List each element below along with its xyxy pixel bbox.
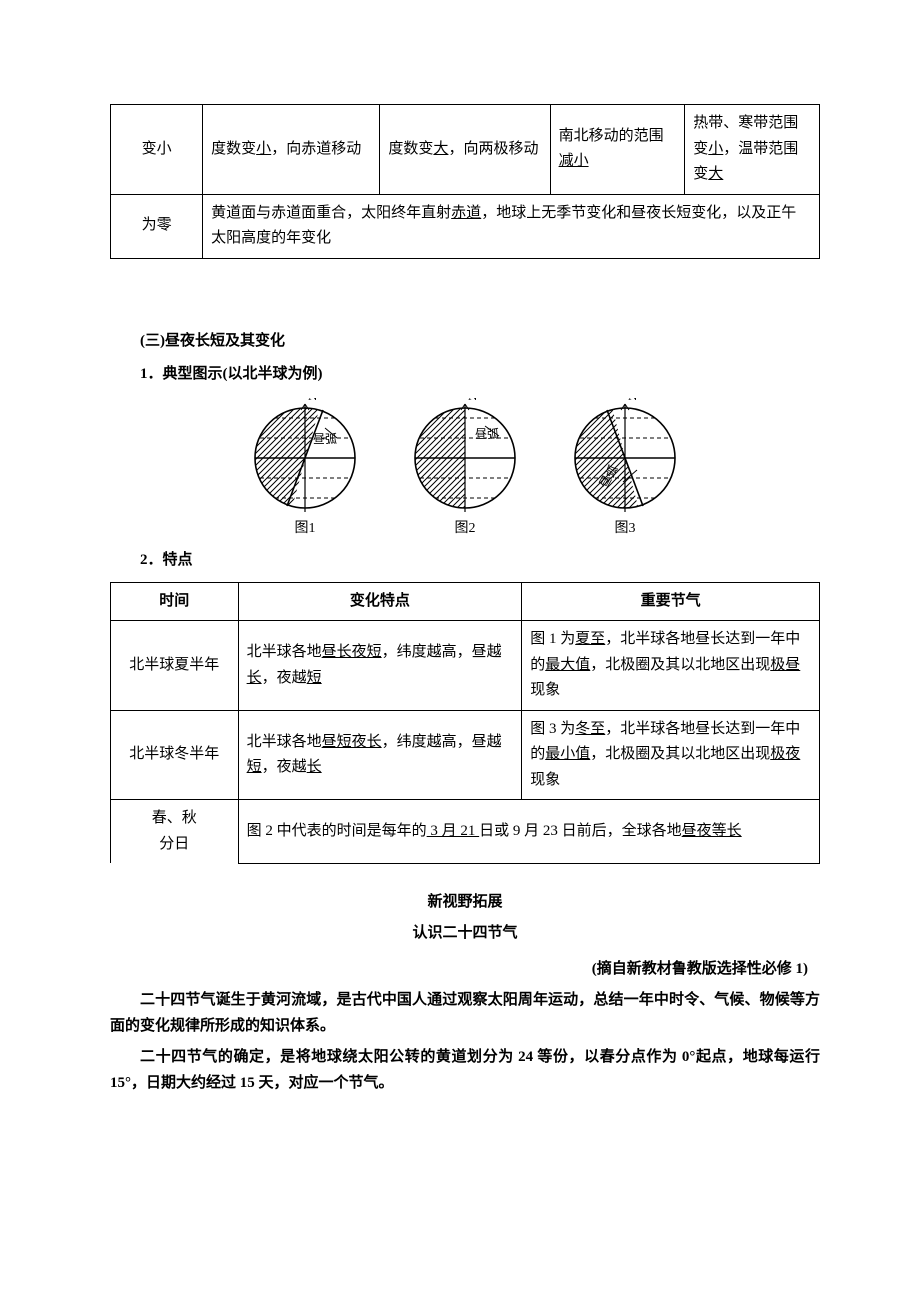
heading-sub-1: 1．典型图示(以北半球为例) — [110, 362, 820, 388]
globe-icon: N 昼弧 — [245, 398, 365, 513]
diagram-row: N 昼弧 图1 — [110, 398, 820, 541]
cell-label: 为零 — [111, 194, 203, 258]
col-header: 重要节气 — [522, 582, 820, 621]
extension-title: 新视野拓展 — [110, 890, 820, 916]
cell: 北半球各地昼短夜长，纬度越高，昼越短，夜越长 — [238, 710, 522, 800]
cell: 北半球夏半年 — [111, 621, 239, 711]
table-daylength: 时间 变化特点 重要节气 北半球夏半年 北半球各地昼长夜短，纬度越高，昼越长，夜… — [110, 582, 820, 864]
table-row: 北半球夏半年 北半球各地昼长夜短，纬度越高，昼越长，夜越短 图 1 为夏至，北半… — [111, 621, 820, 711]
col-header: 变化特点 — [238, 582, 522, 621]
label-n: N — [468, 398, 478, 403]
cell: 春、秋分日 — [111, 800, 239, 864]
cell: 度数变小，向赤道移动 — [203, 105, 380, 195]
globe-icon: N 昼弧 — [565, 398, 685, 513]
cell: 热带、寒带范围变小，温带范围变大 — [685, 105, 820, 195]
page: 变小 度数变小，向赤道移动 度数变大，向两极移动 南北移动的范围减小 热带、寒带… — [0, 0, 920, 1302]
table-row: 北半球冬半年 北半球各地昼短夜长，纬度越高，昼越短，夜越长 图 3 为冬至，北半… — [111, 710, 820, 800]
label-dayarc: 昼弧 — [475, 427, 499, 441]
heading-section-3: (三)昼夜长短及其变化 — [110, 329, 820, 355]
diagram-3: N 昼弧 图3 — [565, 398, 685, 541]
table-header-row: 时间 变化特点 重要节气 — [111, 582, 820, 621]
cell: 北半球各地昼长夜短，纬度越高，昼越长，夜越短 — [238, 621, 522, 711]
diagram-1: N 昼弧 图1 — [245, 398, 365, 541]
table-row: 为零 黄道面与赤道面重合，太阳终年直射赤道，地球上无季节变化和昼夜长短变化，以及… — [111, 194, 820, 258]
table-row: 变小 度数变小，向赤道移动 度数变大，向两极移动 南北移动的范围减小 热带、寒带… — [111, 105, 820, 195]
diagram-caption: 图3 — [615, 517, 636, 541]
cell-merged: 图 2 中代表的时间是每年的 3 月 21 日或 9 月 23 日前后，全球各地… — [238, 800, 819, 864]
extension-subtitle: 认识二十四节气 — [110, 921, 820, 947]
cell: 度数变大，向两极移动 — [380, 105, 550, 195]
globe-icon: N 昼弧 — [405, 398, 525, 513]
extension-note: (摘自新教材鲁教版选择性必修 1) — [110, 957, 808, 983]
diagram-caption: 图1 — [295, 517, 316, 541]
diagram-2: N 昼弧 图2 — [405, 398, 525, 541]
diagram-caption: 图2 — [455, 517, 476, 541]
cell: 北半球冬半年 — [111, 710, 239, 800]
cell: 图 1 为夏至，北半球各地昼长达到一年中的最大值，北极圈及其以北地区出现极昼现象 — [522, 621, 820, 711]
paragraph: 二十四节气诞生于黄河流域，是古代中国人通过观察太阳周年运动，总结一年中时令、气候… — [110, 988, 820, 1039]
cell: 南北移动的范围减小 — [550, 105, 685, 195]
heading-sub-2: 2．特点 — [110, 548, 820, 574]
label-dayarc: 昼弧 — [313, 432, 337, 446]
table-row: 春、秋分日 图 2 中代表的时间是每年的 3 月 21 日或 9 月 23 日前… — [111, 800, 820, 864]
col-header: 时间 — [111, 582, 239, 621]
label-n: N — [628, 398, 638, 403]
cell-label: 变小 — [111, 105, 203, 195]
paragraph: 二十四节气的确定，是将地球绕太阳公转的黄道划分为 24 等份，以春分点作为 0°… — [110, 1045, 820, 1096]
table-obliquity-effects: 变小 度数变小，向赤道移动 度数变大，向两极移动 南北移动的范围减小 热带、寒带… — [110, 104, 820, 259]
cell: 图 3 为冬至，北半球各地昼长达到一年中的最小值，北极圈及其以北地区出现极夜现象 — [522, 710, 820, 800]
label-n: N — [308, 398, 318, 403]
cell-merged: 黄道面与赤道面重合，太阳终年直射赤道，地球上无季节变化和昼夜长短变化，以及正午太… — [203, 194, 820, 258]
